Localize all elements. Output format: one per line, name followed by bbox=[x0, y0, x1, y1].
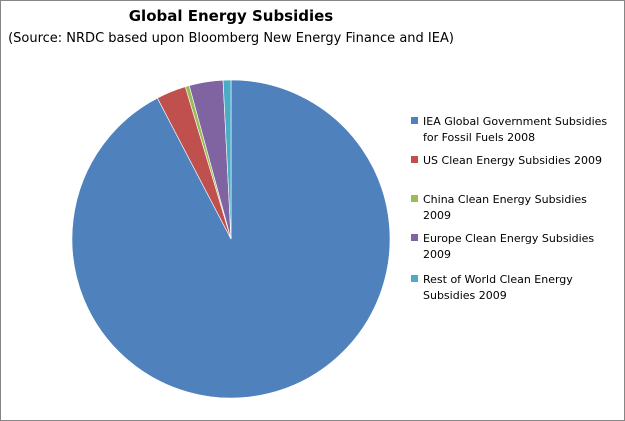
legend-swatch-1 bbox=[411, 117, 418, 124]
legend-swatch-4 bbox=[411, 234, 418, 241]
legend-label-5: Rest of World Clean Energy Subsidies 200… bbox=[423, 273, 573, 302]
chart-subtitle: (Source: NRDC based upon Bloomberg New E… bbox=[8, 31, 454, 46]
legend-swatch-2 bbox=[411, 156, 418, 163]
legend-swatch-5 bbox=[411, 275, 418, 282]
legend-label-3: China Clean Energy Subsidies 2009 bbox=[423, 193, 587, 222]
legend-swatch-3 bbox=[411, 195, 418, 202]
legend-label-4: Europe Clean Energy Subsidies 2009 bbox=[423, 232, 595, 261]
legend-label-1: IEA Global Government Subsidies for Foss… bbox=[423, 115, 608, 144]
chart-title: Global Energy Subsidies bbox=[128, 7, 334, 25]
legend-label-2: US Clean Energy Subsidies 2009 bbox=[423, 154, 603, 167]
pie-slice-5 bbox=[222, 79, 232, 240]
